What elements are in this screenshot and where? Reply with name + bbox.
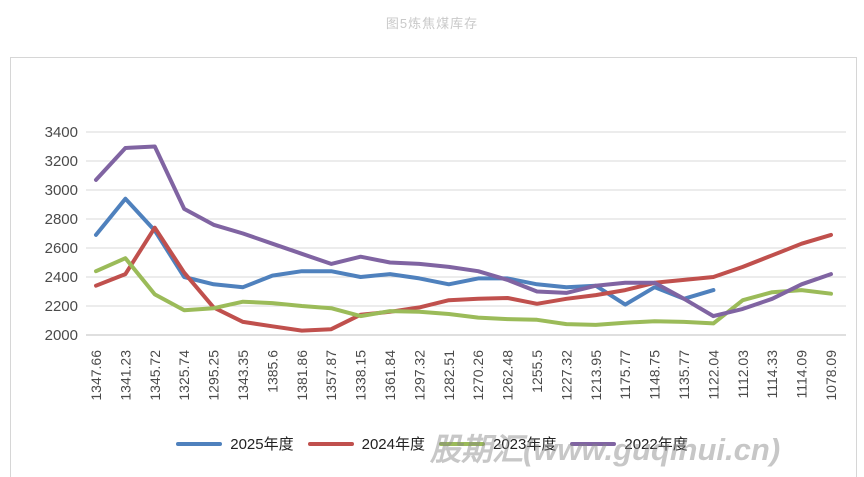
x-axis-tick-11: 1297.32 bbox=[411, 350, 427, 401]
series-line-2022年度 bbox=[94, 144, 833, 319]
series-line-2025年度 bbox=[94, 196, 716, 307]
y-axis-tick-3000: 3000 bbox=[45, 182, 78, 199]
line-chart-canvas: 2000 2200 2400 2600 2800 3000 3200 3400 1347.66 1… bbox=[45, 124, 846, 401]
x-axis-tick-16: 1227.32 bbox=[558, 350, 574, 401]
legend-swatch-2022年度 bbox=[570, 441, 617, 446]
x-axis-tick-3: 1325.74 bbox=[176, 350, 192, 401]
y-axis-tick-3200: 3200 bbox=[45, 153, 78, 170]
x-axis-tick-8: 1357.87 bbox=[323, 350, 339, 401]
legend-item-2024年度[interactable]: 2024年度 bbox=[307, 433, 425, 454]
y-axis-tick-2400: 2400 bbox=[45, 269, 78, 286]
legend-label-2023年度: 2023年度 bbox=[493, 436, 557, 453]
x-axis-tick-15: 1255.5 bbox=[529, 350, 545, 393]
x-axis-tick-18: 1175.77 bbox=[617, 350, 633, 400]
legend-label-2022年度: 2022年度 bbox=[624, 436, 688, 453]
y-axis-tick-2600: 2600 bbox=[45, 240, 78, 257]
x-axis-tick-0: 1347.66 bbox=[88, 350, 104, 401]
series-line-2023年度 bbox=[94, 256, 833, 327]
legend-swatch-2024年度 bbox=[307, 441, 354, 446]
x-axis-tick-6: 1385.6 bbox=[264, 350, 280, 393]
chart-title: 图5炼焦煤库存 bbox=[385, 16, 479, 31]
chart-area: 2000 2200 2400 2600 2800 3000 3200 3400 1347.66 1… bbox=[10, 57, 857, 477]
y-axis-tick-2200: 2200 bbox=[45, 298, 78, 315]
y-axis-tick-2000: 2000 bbox=[45, 327, 78, 344]
x-axis-tick-1: 1341.23 bbox=[117, 350, 133, 401]
y-axis-tick-3400: 3400 bbox=[45, 124, 78, 141]
x-axis-tick-13: 1270.26 bbox=[470, 350, 486, 401]
x-axis-tick-19: 1148.75 bbox=[647, 350, 663, 400]
x-axis-tick-20: 1135.77 bbox=[676, 350, 692, 400]
x-axis-tick-2: 1345.72 bbox=[147, 350, 163, 401]
legend-swatch-2025年度 bbox=[176, 441, 223, 446]
x-axis-tick-7: 1381.86 bbox=[294, 350, 310, 401]
x-axis-tick-22: 1112.03 bbox=[735, 350, 751, 399]
x-axis-tick-21: 1122.04 bbox=[705, 350, 721, 400]
x-axis-tick-12: 1282.51 bbox=[441, 350, 457, 401]
x-axis-tick-14: 1262.48 bbox=[500, 350, 516, 401]
legend-label-2025年度: 2025年度 bbox=[230, 436, 294, 453]
x-axis-tick-9: 1338.15 bbox=[353, 350, 369, 401]
x-axis-tick-23: 1114.33 bbox=[764, 350, 780, 399]
legend-label-2024年度: 2024年度 bbox=[361, 436, 425, 453]
chart-legend: 2025年度 2024年度 2023年度 2022年度 bbox=[0, 433, 864, 454]
legend-item-2023年度[interactable]: 2023年度 bbox=[439, 433, 556, 454]
legend-item-2022年度[interactable]: 2022年度 bbox=[570, 433, 688, 454]
legend-swatch-2023年度 bbox=[439, 441, 485, 446]
x-axis-tick-25: 1078.09 bbox=[823, 350, 839, 401]
x-axis-tick-5: 1343.35 bbox=[235, 350, 251, 401]
x-axis-tick-17: 1213.95 bbox=[588, 350, 604, 401]
series-line-2024年度 bbox=[94, 225, 833, 333]
y-axis-tick-2800: 2800 bbox=[45, 211, 78, 228]
x-axis-tick-24: 1114.09 bbox=[794, 350, 810, 399]
x-axis-tick-10: 1361.84 bbox=[382, 350, 398, 401]
legend-item-2025年度[interactable]: 2025年度 bbox=[176, 433, 294, 454]
x-axis-tick-4: 1295.25 bbox=[206, 350, 222, 401]
